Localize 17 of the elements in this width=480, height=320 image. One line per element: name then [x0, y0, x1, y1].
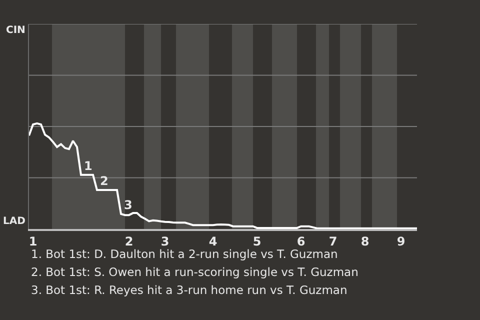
text: 2. Bot 1st: S. Owen hit a run-scoring single vs T. Guzman	[31, 265, 358, 279]
x-tick-label: 2	[124, 234, 134, 248]
x-tick-label: 5	[252, 234, 262, 248]
text: LAD	[3, 216, 26, 227]
annotation: 3	[124, 198, 132, 212]
x-tick-label: 3	[160, 234, 170, 248]
text: CIN	[6, 25, 26, 36]
text: 1. Bot 1st: D. Daulton hit a 2-run single vs T. Guzman	[31, 247, 338, 261]
annotation: 1	[84, 159, 92, 173]
text: 3. Bot 1st: R. Reyes hit a 3-run home run vs T. Guzman	[31, 283, 348, 297]
annotation: 2	[100, 174, 108, 188]
x-tick-label: 7	[328, 234, 338, 248]
x-tick-label: 6	[296, 234, 306, 248]
x-tick-label: 8	[360, 234, 370, 248]
x-tick-label: 9	[396, 234, 406, 248]
x-tick-label: 1	[28, 234, 38, 248]
x-tick-label: 4	[208, 234, 218, 248]
